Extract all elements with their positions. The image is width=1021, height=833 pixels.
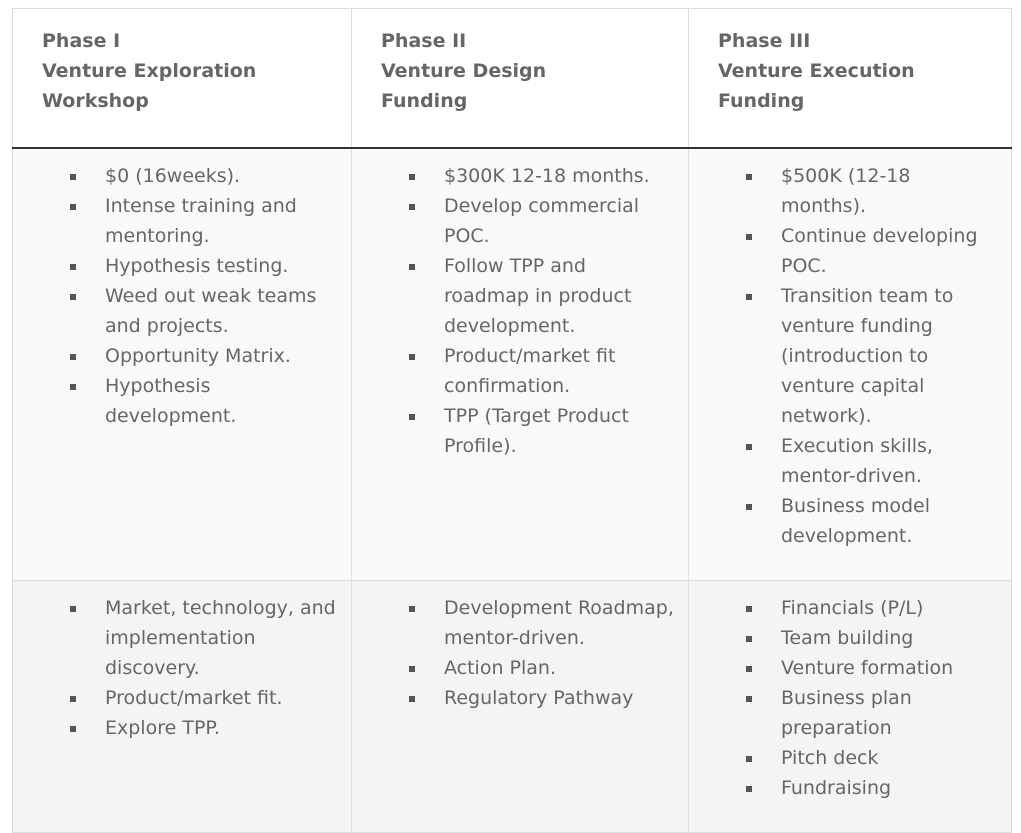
- list-item: $300K 12-18 months.: [409, 161, 674, 191]
- list-item: Fundraising: [746, 773, 997, 803]
- list-item: Execution skills, mentor-driven.: [746, 431, 997, 491]
- phase-title-line2: Funding: [381, 90, 468, 112]
- list-item: Opportunity Matrix.: [70, 341, 337, 371]
- header-phase-1: Phase I Venture Exploration Workshop: [12, 8, 352, 149]
- phase-title-line1: Venture Execution: [718, 60, 915, 82]
- list-item: Intense training and mentoring.: [70, 191, 337, 251]
- phase-title-line2: Workshop: [42, 90, 149, 112]
- phase-label: Phase II: [381, 30, 467, 52]
- list-item: Development Roadmap, mentor-driven.: [409, 593, 674, 653]
- list-item: $500K (12-18 months).: [746, 161, 997, 221]
- phase-title-line1: Venture Design: [381, 60, 547, 82]
- header-phase-3: Phase III Venture Execution Funding: [688, 8, 1012, 149]
- list-item: Regulatory Pathway: [409, 683, 674, 713]
- header-phase-2: Phase II Venture Design Funding: [351, 8, 689, 149]
- list-item: Business model development.: [746, 491, 997, 551]
- table-cell: Development Roadmap, mentor-driven. Acti…: [351, 580, 689, 833]
- table-cell: $300K 12-18 months. Develop commercial P…: [351, 147, 689, 581]
- list-item: Continue developing POC.: [746, 221, 997, 281]
- phase-label: Phase III: [718, 30, 811, 52]
- phase-title-line1: Venture Exploration: [42, 60, 257, 82]
- table-row: Market, technology, and implementation d…: [12, 580, 1012, 833]
- phase-label: Phase I: [42, 30, 121, 52]
- list-item: Venture formation: [746, 653, 997, 683]
- list-item: Market, technology, and implementation d…: [70, 593, 337, 683]
- list-item: Action Plan.: [409, 653, 674, 683]
- list-item: Business plan preparation: [746, 683, 997, 743]
- list-item: $0 (16weeks).: [70, 161, 337, 191]
- table-row: $0 (16weeks). Intense training and mento…: [12, 147, 1012, 581]
- list-item: TPP (Target Product Profile).: [409, 401, 674, 461]
- phases-table: Phase I Venture Exploration Workshop Pha…: [12, 8, 1012, 833]
- table-cell: $500K (12-18 months). Continue developin…: [688, 147, 1012, 581]
- bullet-list: $500K (12-18 months). Continue developin…: [689, 149, 1011, 551]
- list-item: Hypothesis development.: [70, 371, 337, 431]
- table-cell: $0 (16weeks). Intense training and mento…: [12, 147, 352, 581]
- list-item: Develop commercial POC.: [409, 191, 674, 251]
- bullet-list: Financials (P/L) Team building Venture f…: [689, 581, 1011, 803]
- bullet-list: Development Roadmap, mentor-driven. Acti…: [352, 581, 688, 713]
- list-item: Product/market fit.: [70, 683, 337, 713]
- table-cell: Financials (P/L) Team building Venture f…: [688, 580, 1012, 833]
- bullet-list: $0 (16weeks). Intense training and mento…: [13, 149, 351, 431]
- bullet-list: $300K 12-18 months. Develop commercial P…: [352, 149, 688, 461]
- list-item: Explore TPP.: [70, 713, 337, 743]
- list-item: Product/market fit confirmation.: [409, 341, 674, 401]
- list-item: Team building: [746, 623, 997, 653]
- table-cell: Market, technology, and implementation d…: [12, 580, 352, 833]
- list-item: Pitch deck: [746, 743, 997, 773]
- list-item: Follow TPP and roadmap in product develo…: [409, 251, 674, 341]
- bullet-list: Market, technology, and implementation d…: [13, 581, 351, 743]
- list-item: Transition team to venture funding (intr…: [746, 281, 997, 431]
- header-row: Phase I Venture Exploration Workshop Pha…: [12, 8, 1012, 149]
- phase-title-line2: Funding: [718, 90, 805, 112]
- list-item: Financials (P/L): [746, 593, 997, 623]
- list-item: Hypothesis testing.: [70, 251, 337, 281]
- list-item: Weed out weak teams and projects.: [70, 281, 337, 341]
